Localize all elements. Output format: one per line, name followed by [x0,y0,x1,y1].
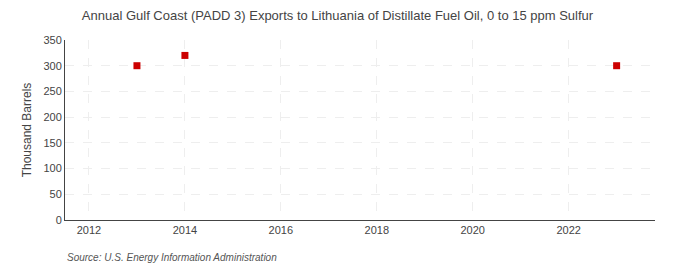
svg-text:200: 200 [43,111,61,123]
svg-text:2022: 2022 [556,224,580,236]
svg-text:50: 50 [50,188,62,200]
svg-text:Annual Gulf Coast (PADD 3) Exp: Annual Gulf Coast (PADD 3) Exports to Li… [82,8,594,23]
svg-text:0: 0 [56,214,62,226]
svg-text:2020: 2020 [460,224,484,236]
svg-text:Source: U.S. Energy Informatio: Source: U.S. Energy Information Administ… [67,252,277,263]
svg-text:2018: 2018 [365,224,389,236]
svg-text:2014: 2014 [173,224,197,236]
svg-text:100: 100 [43,162,61,174]
svg-text:2016: 2016 [269,224,293,236]
svg-text:250: 250 [43,85,61,97]
svg-text:300: 300 [43,60,61,72]
svg-text:Thousand Barrels: Thousand Barrels [20,83,34,178]
svg-text:350: 350 [43,34,61,46]
svg-text:2012: 2012 [77,224,101,236]
svg-text:150: 150 [43,137,61,149]
